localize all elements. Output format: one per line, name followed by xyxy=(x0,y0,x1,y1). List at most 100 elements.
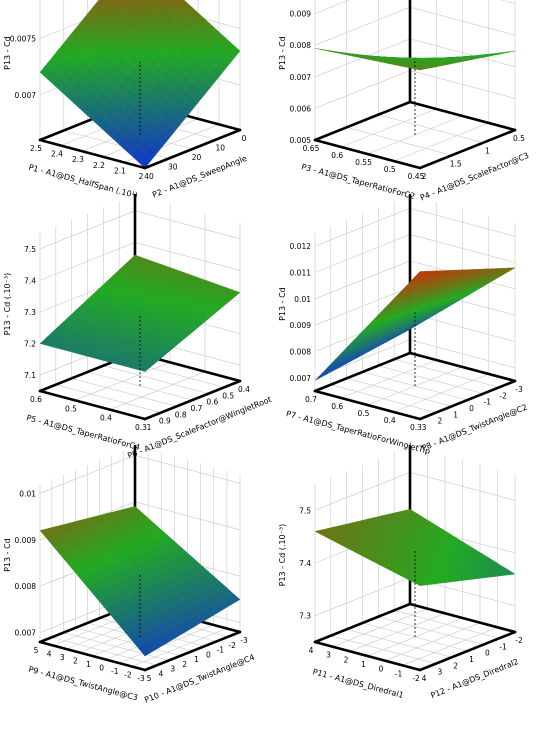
front-right-axis xyxy=(143,379,242,421)
front-left-axis xyxy=(313,389,422,421)
x-tick-label: 3 xyxy=(326,651,331,660)
front-right-axis xyxy=(143,630,242,672)
grid-line-y-floor xyxy=(103,365,209,394)
surface-patch xyxy=(412,581,427,586)
front-right-axis xyxy=(143,128,242,170)
y-tick-label: 3 xyxy=(170,665,175,674)
grid-line-y-floor xyxy=(394,359,500,388)
x-tick-label: 4 xyxy=(47,650,52,659)
z-tick-label: 0.007 xyxy=(15,91,37,100)
x-axis-label: P9 - A1@DS_TwistAngle@C3 xyxy=(27,665,138,703)
z-tick-label: 7.4 xyxy=(24,276,36,285)
y-tick-label: 1 xyxy=(485,147,490,156)
surface-patch xyxy=(137,364,152,372)
surface xyxy=(314,48,516,71)
y-tick-label: 0.8 xyxy=(175,410,187,419)
x-tick-label: -2 xyxy=(412,674,420,683)
x-tick-label: 0.45 xyxy=(408,172,425,181)
x-axis-label: P5 - A1@DS_TaperRatioForC4 xyxy=(25,413,141,452)
x-tick-label: 0 xyxy=(99,664,104,673)
surface xyxy=(314,508,516,586)
y-tick-label: 5 xyxy=(147,674,152,683)
x-tick-label: 0.4 xyxy=(100,414,112,423)
grid-line-y-floor xyxy=(346,127,452,156)
front-right-axis xyxy=(418,630,517,672)
x-tick-label: 0.55 xyxy=(355,158,372,167)
x-tick-label: 0.5 xyxy=(358,409,370,418)
x-tick-label: 2.1 xyxy=(114,166,126,175)
front-axes xyxy=(313,630,517,672)
surface-patch xyxy=(413,67,426,71)
surface-patch xyxy=(138,644,152,657)
surface-patch xyxy=(314,370,328,381)
y-tick-label: 10 xyxy=(215,144,225,153)
surface xyxy=(39,0,241,169)
y-tick-label: 0 xyxy=(242,134,247,143)
z-axis-label: P13 - Cd (.10⁻³) xyxy=(3,273,12,336)
x-tick-label: 0.3 xyxy=(135,423,147,432)
x-tick-label: 2 xyxy=(73,657,78,666)
surface-plot-svg: 0.007 0.0075 2 2.1 2.2 2.3 2.4 2.5 40 30 20 10 0 P13 … xyxy=(3,0,248,200)
z-tick-label: 0.0075 xyxy=(10,34,36,43)
x-tick-label: 0.3 xyxy=(410,423,422,432)
grid-line-z xyxy=(314,0,516,14)
x-axis-label: P3 - A1@DS_TaperRatioForC2 xyxy=(300,162,416,201)
z-axis-label: P13 - Cd xyxy=(3,538,12,572)
tick-labels: 7.17.27.37.47.50.30.40.50.610.90.80.70.6… xyxy=(24,245,250,432)
z-tick-label: 0.009 xyxy=(15,536,37,545)
y-tick-label: 30 xyxy=(168,163,178,172)
z-tick-label: 0.007 xyxy=(290,374,312,383)
y-tick-label: -3 xyxy=(240,636,248,645)
x-tick-label: 1 xyxy=(86,660,91,669)
y-axis-label: P10 - A1@DS_TwistAngle@C4 xyxy=(143,653,256,705)
y-tick-label: 3 xyxy=(437,668,442,677)
back-left-axis xyxy=(313,351,412,393)
x-tick-label: 0.5 xyxy=(65,404,77,413)
surface-plot-6: 7.3 7.4 7.5 -2 -1 0 1 2 3 4 4 3 2 1 0 -1 -2 P13 - Cd (.10… xyxy=(275,444,550,753)
z-tick-label: 0.008 xyxy=(290,348,312,357)
front-axes xyxy=(38,379,242,421)
y-tick-label: 0.5 xyxy=(513,134,525,143)
y-tick-label: 20 xyxy=(192,153,202,162)
y-axis-label: P8 - A1@DS_TwistAngle@C2 xyxy=(421,403,529,453)
y-tick-label: 0.9 xyxy=(159,417,171,426)
y-axis-label: P4 - A1@DS_ScaleFactor@C3 xyxy=(419,151,530,203)
y-axis-label: P12 - A1@DS_Diredral2 xyxy=(429,657,519,700)
grid-line-y-floor xyxy=(394,610,500,639)
z-tick-label: 0.006 xyxy=(290,104,312,113)
x-tick-label: 0.4 xyxy=(384,416,396,425)
z-tick-label: 0.011 xyxy=(290,269,312,278)
y-tick-label: 2 xyxy=(182,660,187,669)
z-tick-label: 0.01 xyxy=(294,295,311,304)
x-tick-label: 0.7 xyxy=(305,395,317,404)
y-tick-label: 4 xyxy=(422,674,427,683)
y-tick-label: 0.6 xyxy=(206,398,218,407)
y-tick-label: -1 xyxy=(217,646,225,655)
y-tick-label: 0.7 xyxy=(191,404,203,413)
back-right-axis xyxy=(408,351,517,383)
z-tick-label: 7.1 xyxy=(24,371,36,380)
tick-labels: 0.007 0.008 0.009 0.01 0.011 0.012 0.3 0.4 0.5 0.… xyxy=(290,242,523,432)
z-tick-label: 7.4 xyxy=(299,559,311,568)
x-tick-label: 0.6 xyxy=(30,395,42,404)
y-tick-label: 40 xyxy=(144,172,154,181)
front-left-axis xyxy=(38,640,147,672)
surface-plot-1: 0.007 0.0075 2 2.1 2.2 2.3 2.4 2.5 40 30 20 10 0 P13 … xyxy=(0,0,275,251)
y-tick-label: 1 xyxy=(453,410,458,419)
grid-line-y-floor xyxy=(378,365,484,394)
grid-line-y-floor xyxy=(330,635,436,664)
z-tick-label: 0.008 xyxy=(15,582,37,591)
x-tick-label: -1 xyxy=(395,669,403,678)
z-tick-label: 0.012 xyxy=(290,242,312,251)
x-axis-label: P11 - A1@DS_Diredral1 xyxy=(312,667,405,700)
surface-patch xyxy=(127,0,134,3)
z-tick-label: 0.01 xyxy=(19,489,36,498)
surface xyxy=(314,267,516,381)
y-tick-label: 0.5 xyxy=(222,391,234,400)
grid-line-y-floor xyxy=(378,114,484,143)
x-tick-label: 2.2 xyxy=(93,161,105,170)
surface xyxy=(39,254,241,372)
z-tick-label: 0.007 xyxy=(290,73,312,82)
surface-plot-svg: 7.17.27.37.47.50.30.40.50.610.90.80.70.6… xyxy=(3,193,273,460)
